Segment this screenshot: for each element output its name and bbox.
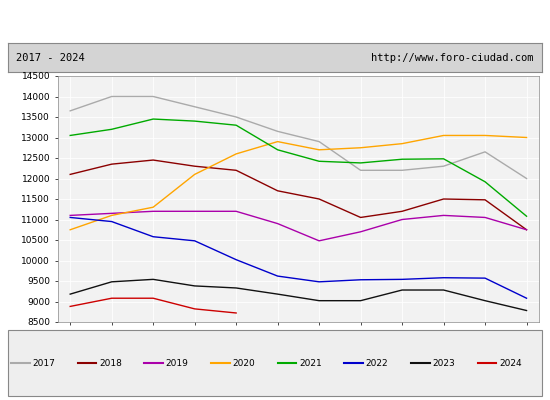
Text: 2017 - 2024: 2017 - 2024 — [16, 53, 85, 63]
Text: 2022: 2022 — [366, 358, 388, 368]
Text: http://www.foro-ciudad.com: http://www.foro-ciudad.com — [371, 53, 534, 63]
Text: 2024: 2024 — [499, 358, 522, 368]
Text: 2017: 2017 — [32, 358, 55, 368]
Text: 2018: 2018 — [99, 358, 122, 368]
FancyBboxPatch shape — [8, 330, 542, 396]
Text: 2021: 2021 — [299, 358, 322, 368]
Text: 2019: 2019 — [166, 358, 189, 368]
Text: Evolucion del paro registrado en Leganes: Evolucion del paro registrado en Leganes — [137, 14, 413, 28]
Text: 2023: 2023 — [432, 358, 455, 368]
Text: 2020: 2020 — [232, 358, 255, 368]
